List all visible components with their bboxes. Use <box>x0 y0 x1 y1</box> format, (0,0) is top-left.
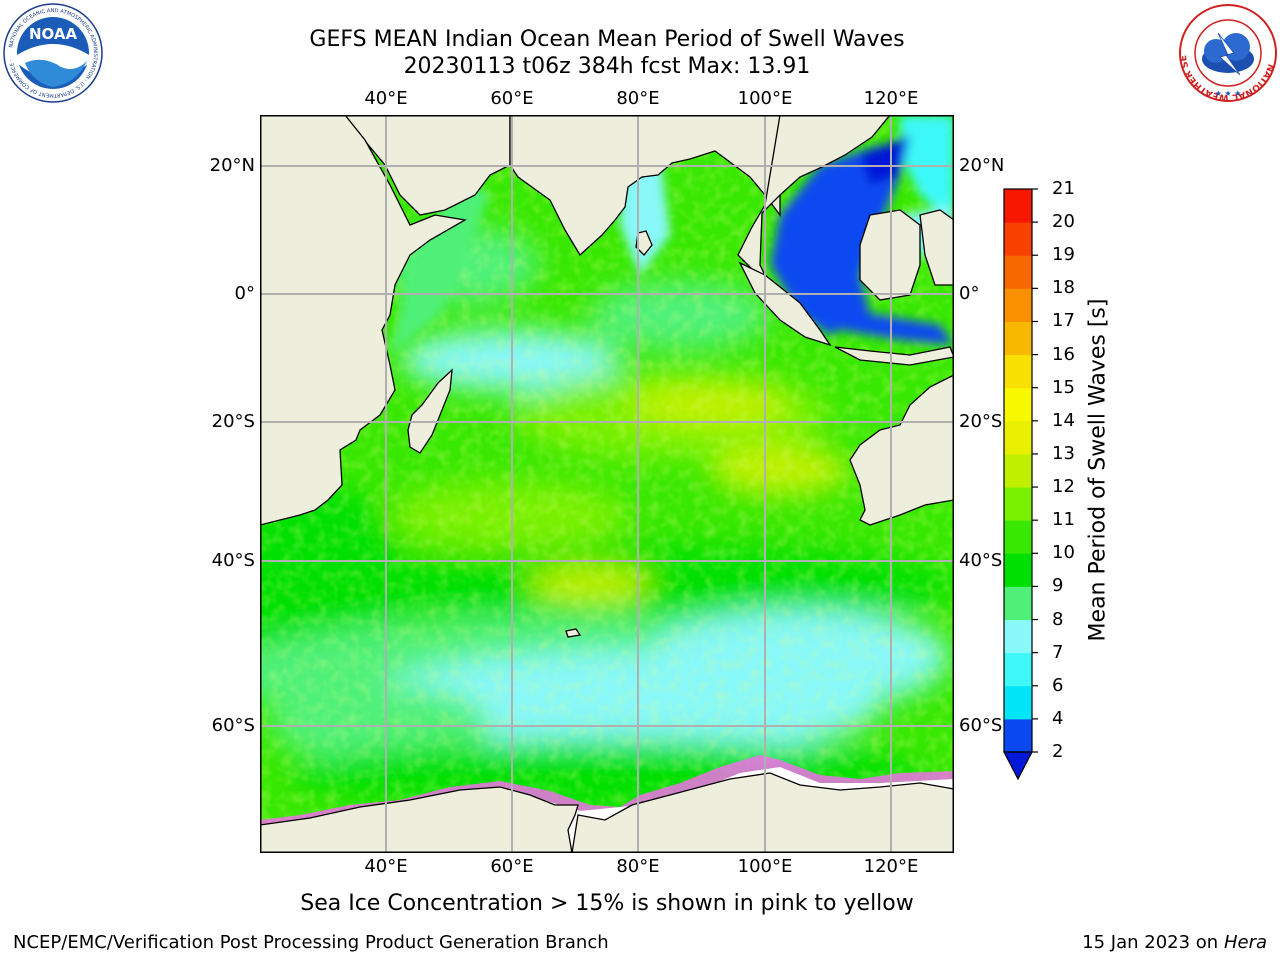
colorbar-tick-label: 2 <box>1052 741 1064 762</box>
nws-logo: NATIONAL WEATHER SERVICE ★ ★ ★ <box>1178 3 1277 102</box>
noaa-logo: NOAA NATIONAL OCEANIC AND ATMOSPHERIC AD… <box>3 3 103 103</box>
kerguelen-island <box>565 628 582 638</box>
colorbar-segment <box>1004 487 1032 521</box>
colorbar-label: Mean Period of Swell Waves [s] <box>1085 298 1111 642</box>
graticule <box>260 115 954 853</box>
swell-period-map <box>260 115 954 853</box>
colorbar-tick-label: 12 <box>1052 476 1075 498</box>
colorbar-tick-label: 10 <box>1052 542 1075 564</box>
australia-land <box>849 374 954 526</box>
lon-label: 40°E <box>364 88 408 109</box>
lon-label: 120°E <box>863 856 919 877</box>
colorbar-tick-label: 15 <box>1052 376 1075 398</box>
lon-label: 120°E <box>863 88 919 109</box>
colorbar-segment <box>1004 619 1032 654</box>
lat-label: 40°S <box>211 550 255 571</box>
lon-label: 80°E <box>616 88 660 109</box>
colorbar-segment <box>1004 222 1032 256</box>
antarctica-land-east <box>571 772 954 853</box>
colorbar-segment <box>1004 189 1032 223</box>
noaa-logo-text: NOAA <box>29 25 78 43</box>
colorbar-tick-label: 9 <box>1052 575 1064 597</box>
colorbar-tick-label: 18 <box>1052 277 1075 299</box>
colorbar-segment <box>1004 354 1032 389</box>
colorbar-tick-label: 7 <box>1052 641 1064 663</box>
map-subtitle: 20230113 t06z 384h fcst Max: 13.91 <box>403 54 811 79</box>
colorbar-tick-label: 20 <box>1052 211 1075 233</box>
colorbar-segment <box>1004 586 1032 621</box>
colorbar-segment <box>1004 520 1032 554</box>
antarctica-land-west <box>260 786 579 853</box>
colorbar-segment <box>1004 718 1032 753</box>
lon-label: 100°E <box>737 88 793 109</box>
java-island <box>834 346 954 366</box>
sulawesi-island <box>919 209 954 286</box>
colorbar-segment <box>1004 321 1032 356</box>
colorbar-tick-label: 21 <box>1052 178 1075 199</box>
lat-label: 20°S <box>211 411 255 432</box>
lon-label: 60°E <box>490 88 534 109</box>
lat-label: 60°S <box>959 715 1003 736</box>
map-frame <box>260 115 954 853</box>
colorbar-tick-label: 19 <box>1052 244 1075 266</box>
colorbar-segment <box>1004 420 1032 455</box>
footer-date-text: 15 Jan 2023 on <box>1082 932 1224 953</box>
lat-label: 60°S <box>211 715 255 736</box>
colorbar-tick-label: 14 <box>1052 409 1075 431</box>
colorbar <box>1003 188 1038 781</box>
colorbar-segment <box>1004 453 1032 488</box>
colorbar-tick-label: 6 <box>1052 674 1064 696</box>
lon-label: 100°E <box>737 856 793 877</box>
map-title: GEFS MEAN Indian Ocean Mean Period of Sw… <box>309 27 905 52</box>
sumatra-island <box>738 261 832 347</box>
colorbar-segment <box>1004 288 1032 322</box>
svg-text:★ ★ ★: ★ ★ ★ <box>1215 89 1242 98</box>
lat-label: 20°N <box>209 155 255 176</box>
madagascar-island <box>407 368 453 454</box>
footer-date: 15 Jan 2023 on Hera <box>1082 932 1267 953</box>
colorbar-tick-label: 4 <box>1052 707 1064 729</box>
colorbar-segment <box>1004 387 1032 422</box>
colorbar-segment <box>1004 652 1032 687</box>
footer-host: Hera <box>1223 932 1267 953</box>
lat-label: 20°S <box>959 411 1003 432</box>
sea-ice-note: Sea Ice Concentration > 15% is shown in … <box>300 891 914 916</box>
lat-label: 0° <box>234 283 255 304</box>
sri-lanka-island <box>635 230 653 256</box>
colorbar-tick-label: 17 <box>1052 310 1075 332</box>
colorbar-segment <box>1004 255 1032 289</box>
colorbar-segment <box>1004 553 1032 587</box>
lon-label: 40°E <box>364 856 408 877</box>
colorbar-tick-label: 16 <box>1052 343 1075 365</box>
lat-label: 0° <box>959 283 980 304</box>
lat-label: 40°S <box>959 550 1003 571</box>
india-land <box>509 115 781 257</box>
lat-label: 20°N <box>959 155 1005 176</box>
colorbar-segment <box>1004 685 1032 720</box>
indochina-land <box>737 115 891 291</box>
colorbar-tick-label: 8 <box>1052 608 1064 630</box>
lon-label: 60°E <box>490 856 534 877</box>
footer-credit: NCEP/EMC/Verification Post Processing Pr… <box>13 932 609 953</box>
colorbar-tick-label: 13 <box>1052 442 1075 464</box>
colorbar-tick-label: 11 <box>1052 509 1075 531</box>
colorbar-extend-arrow <box>1003 751 1033 781</box>
lon-label: 80°E <box>616 856 660 877</box>
